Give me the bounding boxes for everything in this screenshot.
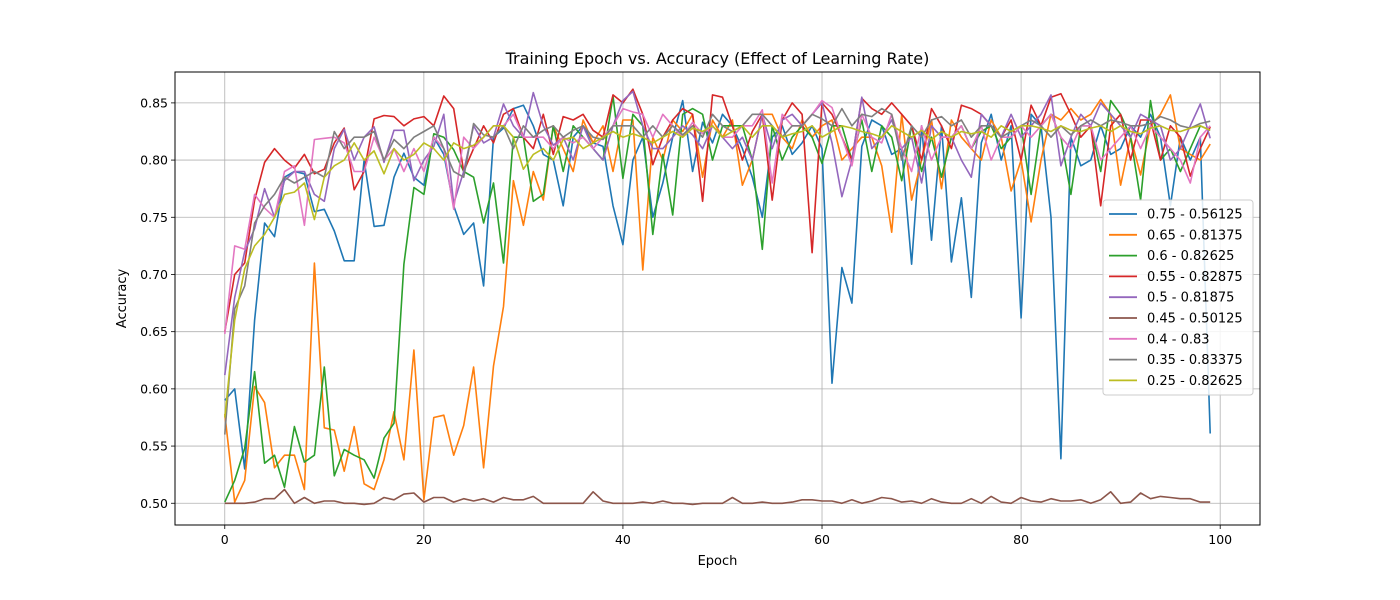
series-lines bbox=[224, 88, 1211, 506]
legend-label: 0.75 - 0.56125 bbox=[1147, 208, 1243, 223]
series-line-0-25-0-82625 bbox=[224, 125, 1211, 418]
series-line-0-65-0-81375 bbox=[224, 94, 1211, 503]
x-tick-label: 0 bbox=[221, 532, 229, 547]
legend-label: 0.5 - 0.81875 bbox=[1147, 291, 1234, 306]
legend-label: 0.55 - 0.82875 bbox=[1147, 270, 1243, 285]
x-tick-label: 20 bbox=[416, 532, 432, 547]
y-tick-label: 0.65 bbox=[140, 324, 168, 339]
plot-area bbox=[175, 72, 1260, 525]
x-axis-ticks: 0 20 40 60 80 100 bbox=[221, 525, 1232, 547]
x-tick-label: 60 bbox=[814, 532, 830, 547]
x-axis-label: Epoch bbox=[698, 554, 738, 569]
legend-items: 0.75 - 0.56125 0.65 - 0.81375 0.6 - 0.8262… bbox=[1109, 208, 1243, 389]
legend-label: 0.6 - 0.82625 bbox=[1147, 249, 1234, 264]
legend: 0.75 - 0.56125 0.65 - 0.81375 0.6 - 0.8262… bbox=[1102, 199, 1254, 396]
y-tick-label: 0.55 bbox=[140, 439, 168, 454]
y-axis-label: Accuracy bbox=[115, 269, 130, 329]
legend-label: 0.25 - 0.82625 bbox=[1147, 374, 1243, 389]
x-tick-label: 80 bbox=[1013, 532, 1029, 547]
y-axis-ticks: 0.50 0.55 0.60 0.65 0.70 0.75 0.80 0.85 bbox=[140, 95, 175, 511]
y-tick-label: 0.50 bbox=[140, 496, 168, 511]
y-tick-label: 0.70 bbox=[140, 267, 168, 282]
series-line-0-45-0-50125 bbox=[224, 488, 1211, 506]
x-tick-label: 100 bbox=[1208, 532, 1232, 547]
series-line-0-55-0-82875 bbox=[224, 88, 1211, 332]
plot-frame bbox=[174, 71, 1261, 526]
y-tick-label: 0.75 bbox=[140, 210, 168, 225]
series-line-0-35-0-83375 bbox=[224, 107, 1211, 435]
legend-label: 0.65 - 0.81375 bbox=[1147, 228, 1243, 243]
y-tick-label: 0.85 bbox=[140, 95, 168, 110]
x-tick-label: 40 bbox=[615, 532, 631, 547]
y-tick-label: 0.60 bbox=[140, 381, 168, 396]
legend-label: 0.35 - 0.83375 bbox=[1147, 353, 1243, 368]
y-tick-label: 0.80 bbox=[140, 153, 168, 168]
legend-box bbox=[1102, 199, 1254, 396]
chart-title: Training Epoch vs. Accuracy (Effect of L… bbox=[505, 49, 930, 68]
legend-label: 0.45 - 0.50125 bbox=[1147, 312, 1243, 327]
legend-label: 0.4 - 0.83 bbox=[1147, 332, 1210, 347]
